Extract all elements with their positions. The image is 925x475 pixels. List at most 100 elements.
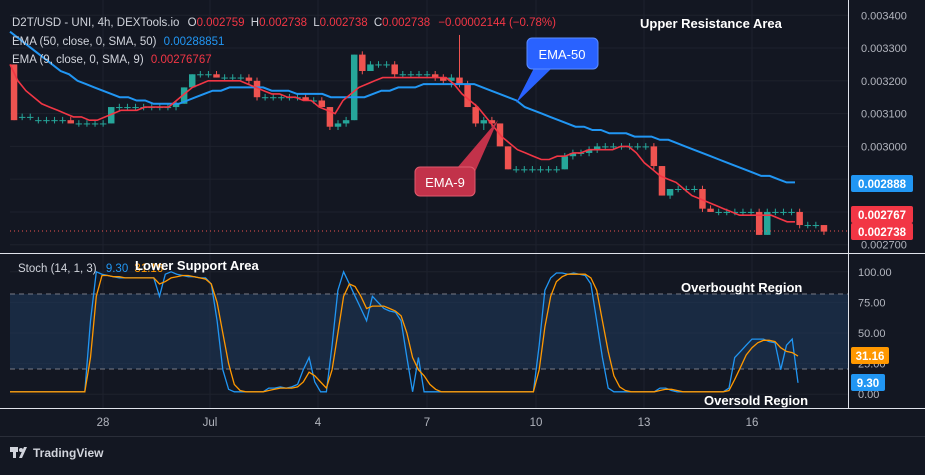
candle-body: [375, 64, 382, 66]
ohlc-low-key: L: [313, 17, 320, 29]
candle-body: [399, 74, 407, 76]
oversold-label: Oversold Region: [704, 393, 808, 408]
candle-body: [480, 120, 488, 124]
ema9-callout: [414, 166, 476, 197]
ema50-legend: EMA (50, close, 0, SMA, 50) 0.00288851: [12, 36, 224, 48]
stoch-tick-label: 75.00: [858, 297, 886, 309]
candle-body: [359, 54, 366, 71]
candle-body: [180, 87, 188, 104]
ema9-callout-pointer: [457, 120, 498, 172]
candle-body: [269, 97, 277, 99]
stoch-k-badge-text: 9.30: [857, 378, 879, 390]
lower-support-label: Lower Support Area: [135, 258, 260, 273]
candle-body: [310, 100, 317, 102]
ohlc-close-key: C: [374, 17, 382, 29]
candle-body: [666, 189, 674, 196]
candle-body: [67, 120, 74, 124]
candle-body: [772, 211, 779, 213]
candle-body: [448, 77, 455, 81]
candle-body: [723, 211, 731, 213]
stoch-d-badge: [851, 347, 889, 364]
candle-body: [188, 74, 196, 88]
candle-body: [431, 74, 439, 78]
candle-body: [683, 189, 690, 190]
price-tick-label: 0.003100: [861, 109, 907, 121]
candle-body: [512, 169, 520, 171]
candle-body: [278, 97, 285, 99]
ohlc-low-value: 0.002738: [320, 17, 368, 29]
candle-body: [521, 169, 528, 171]
ema9-legend: EMA (9, close, 0, SMA, 9) 0.00276767: [12, 54, 212, 66]
candle-body: [504, 146, 512, 170]
ema50-legend-label: EMA (50, close, 0, SMA, 50): [12, 36, 157, 48]
stoch-d-badge-text: 31.16: [856, 351, 885, 363]
candle-body: [755, 211, 763, 235]
candle-body: [796, 211, 803, 226]
ema9-callout-text: EMA-9: [425, 175, 465, 190]
time-tick-label: 10: [530, 417, 543, 429]
time-tick-label: 7: [424, 417, 430, 429]
candle-body: [545, 169, 552, 171]
price-tick-label: 0.002700: [861, 240, 907, 252]
candle-body: [415, 74, 423, 76]
price-tick-label: 0.003000: [861, 141, 907, 153]
candle-body: [634, 146, 641, 148]
candle-body: [569, 152, 577, 157]
candle-body: [326, 107, 334, 127]
candle-body: [213, 74, 220, 78]
price-tick-label: 0.003300: [861, 43, 907, 55]
ema50-price-badge-text: 0.002888: [858, 179, 907, 191]
stoch-tick-label: 100.00: [858, 267, 892, 279]
candle-body: [18, 116, 26, 118]
candle-body: [245, 77, 253, 81]
candle-body: [553, 169, 560, 171]
candle-body: [83, 123, 91, 125]
candle-body: [488, 120, 496, 124]
candle-body: [674, 189, 682, 190]
price-tick-label: 0.003200: [861, 76, 907, 88]
ohlc-high-key: H: [251, 17, 259, 29]
price-tick-label: 0.003400: [861, 10, 907, 22]
candle-body: [221, 77, 228, 79]
stoch-k-badge: [851, 374, 885, 391]
chart-legend-row: D2T/USD - UNI, 4h, DEXTools.io O0.002759…: [12, 17, 556, 29]
candle-body: [383, 64, 390, 66]
candle-body: [132, 107, 139, 109]
ema50-price-badge: [851, 175, 913, 192]
candle-body: [707, 208, 714, 212]
ema9-price-badge: [851, 206, 913, 223]
candle-body: [642, 146, 650, 148]
candle-body: [764, 211, 771, 235]
symbol-title: D2T/USD - UNI, 4h, DEXTools.io: [12, 17, 179, 29]
last-price-badge-text: 0.002738: [858, 227, 907, 239]
candle-body: [43, 120, 50, 122]
candle-body: [116, 107, 123, 109]
candle-body: [529, 169, 536, 171]
candle-body: [318, 100, 326, 108]
stoch-band: [10, 294, 848, 369]
candle-body: [820, 225, 828, 232]
candle-body: [27, 116, 34, 118]
time-tick-label: Jul: [203, 417, 218, 429]
candle-body: [172, 103, 180, 108]
candle-body: [691, 189, 698, 190]
candle-body: [788, 211, 795, 213]
candle-body: [610, 146, 617, 148]
time-tick-label: 13: [638, 417, 651, 429]
stoch-tick-label: 0.00: [858, 389, 879, 401]
candle-body: [261, 97, 269, 99]
ema50-line: [9, 30, 795, 184]
ema9-line: [9, 64, 795, 223]
time-tick-label: 28: [97, 417, 110, 429]
stoch-tick-label: 50.00: [858, 328, 886, 340]
candle-body: [91, 123, 99, 125]
time-tick-label: 4: [315, 417, 322, 429]
last-price-badge: [851, 223, 913, 240]
candle-body: [237, 77, 245, 79]
time-axis-ticks: 28 Jul 4 7 10 13 16: [97, 417, 759, 429]
candle-body: [229, 77, 236, 79]
candle-body: [107, 107, 115, 124]
candle-body: [197, 74, 204, 76]
candle-body: [59, 120, 66, 122]
candle-body: [593, 146, 601, 150]
